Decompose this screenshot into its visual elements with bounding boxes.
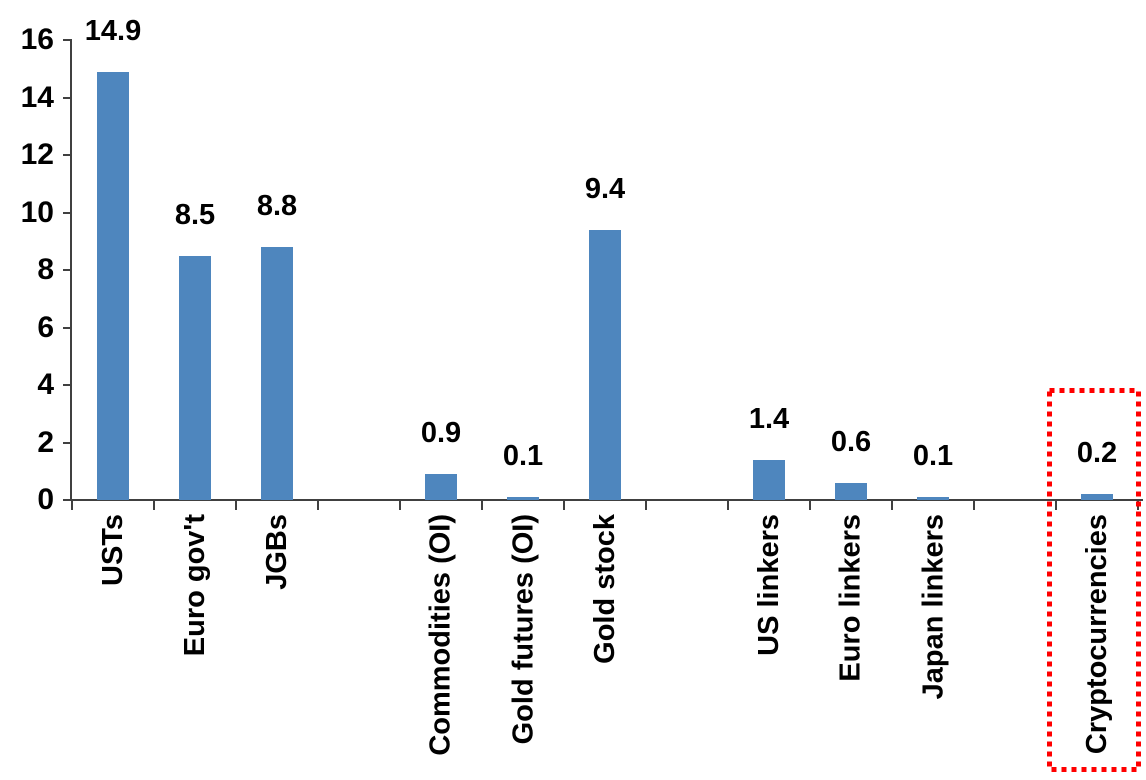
x-axis-tick (317, 500, 319, 510)
x-axis-tick (727, 500, 729, 510)
x-axis-tick (1055, 500, 1057, 510)
category-label: Gold stock (589, 514, 621, 664)
y-axis-tick-label: 6 (37, 310, 54, 344)
y-axis-tick (63, 499, 72, 501)
x-axis-tick (891, 500, 893, 510)
value-label: 0.2 (1076, 437, 1118, 470)
x-axis-tick (973, 500, 975, 510)
value-label: 8.5 (174, 198, 216, 231)
y-axis-tick-label: 16 (20, 23, 54, 56)
x-axis-tick (563, 500, 565, 510)
value-label: 9.4 (584, 172, 626, 205)
category-label: JGBs (261, 514, 293, 590)
category-label: USTs (97, 514, 129, 586)
value-label: 0.1 (502, 440, 544, 473)
x-axis-tick (399, 500, 401, 510)
y-axis-tick-label: 2 (37, 425, 54, 459)
bar-usts (97, 71, 129, 500)
y-axis-tick-label: 4 (37, 368, 54, 401)
x-axis-tick (481, 500, 483, 510)
x-axis-line (72, 499, 1143, 501)
value-label: 14.9 (84, 14, 142, 47)
bar-commodities-oi- (425, 474, 457, 500)
y-axis-tick (63, 384, 72, 386)
category-label: Euro gov't (179, 514, 211, 657)
value-label: 0.1 (912, 440, 954, 473)
bar-gold-stock (589, 229, 621, 500)
category-label: US linkers (753, 514, 785, 656)
x-axis-tick (645, 500, 647, 510)
y-axis-tick (63, 96, 72, 99)
category-label: Euro linkers (835, 514, 867, 682)
bar-euro-gov-t (179, 255, 211, 500)
value-label: 0.6 (830, 425, 872, 458)
y-axis-tick-label: 12 (20, 138, 54, 171)
value-label: 0.9 (420, 417, 462, 450)
category-label: Japan linkers (917, 514, 949, 700)
x-axis-tick (153, 500, 155, 510)
highlight-box-border (1047, 388, 1141, 772)
category-label: Commodities (OI) (425, 514, 457, 756)
y-axis-tick-label: 8 (37, 253, 54, 286)
y-axis-tick (63, 269, 72, 271)
y-axis-tick (63, 441, 72, 444)
y-axis-tick-label: 14 (20, 80, 54, 114)
x-axis-tick (809, 500, 811, 510)
x-axis-tick (235, 500, 237, 510)
value-label: 8.8 (256, 190, 298, 222)
bar-us-linkers (753, 459, 785, 500)
bar-cryptocurrencies (1081, 494, 1113, 500)
bar-gold-futures-oi- (507, 497, 539, 500)
bar-japan-linkers (917, 497, 949, 500)
y-axis-tick (63, 211, 72, 214)
y-axis-tick-label: 0 (37, 483, 54, 516)
bar-jgbs (261, 247, 293, 500)
y-axis-tick (63, 39, 72, 41)
bar-euro-linkers (835, 482, 867, 500)
y-axis-tick-label: 10 (20, 195, 54, 229)
y-axis-tick (63, 154, 72, 156)
y-axis-tick (63, 326, 72, 329)
category-label: Gold futures (OI) (507, 514, 539, 745)
x-axis-tick (71, 500, 73, 510)
y-axis-line (70, 40, 72, 500)
highlight-box (1047, 388, 1141, 772)
value-label: 1.4 (748, 402, 790, 435)
